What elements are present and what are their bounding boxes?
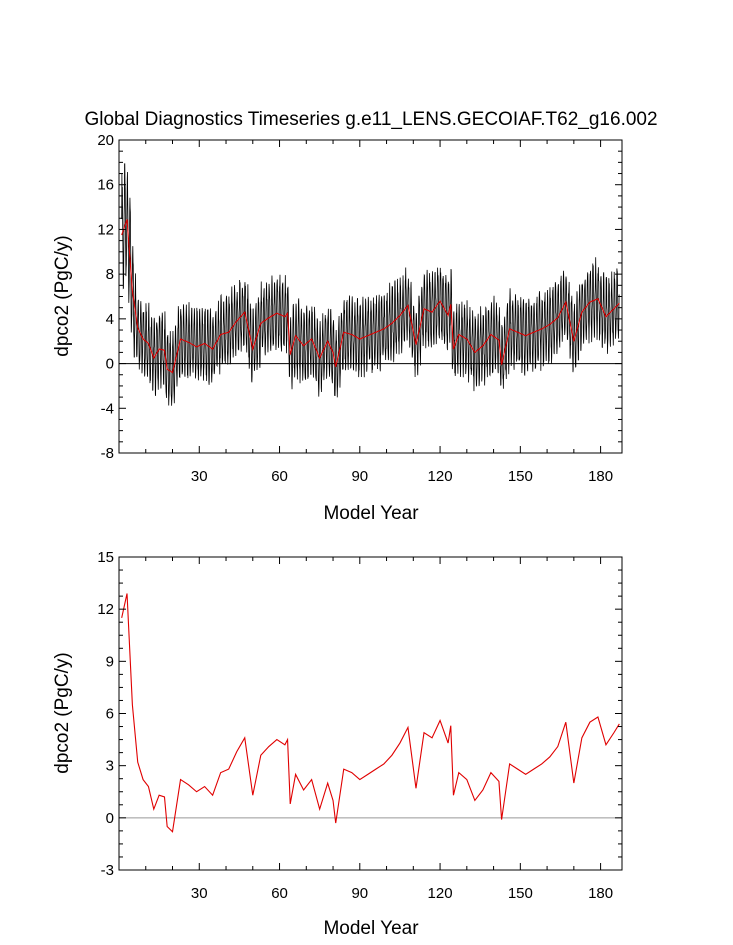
bottom-plot-frame <box>118 556 623 871</box>
y-tick-label: 8 <box>106 266 114 283</box>
bottom-plot-area <box>119 593 622 833</box>
y-tick-label: 3 <box>106 758 114 775</box>
x-tick-label: 120 <box>428 885 453 902</box>
y-tick-label: 4 <box>106 311 114 328</box>
x-tick-label: 60 <box>271 885 288 902</box>
y-tick-label: 12 <box>97 601 114 618</box>
y-tick-label: -8 <box>101 445 114 462</box>
x-tick-label: 180 <box>588 468 613 485</box>
bottom-y-axis-label: dpco2 (PgC/y) <box>52 652 73 773</box>
top-chart-title: Global Diagnostics Timeseries g.e11_LENS… <box>84 109 657 130</box>
x-tick-label: 90 <box>351 885 368 902</box>
bottom-axis-ticks: -3 0 3 6 9 12 15 30 60 90 120 150 180 <box>97 549 622 902</box>
x-tick-label: 90 <box>351 468 368 485</box>
top-panel: Global Diagnostics Timeseries g.e11_LENS… <box>52 109 658 524</box>
y-tick-label: -3 <box>101 862 114 879</box>
monthly-series-line <box>121 163 620 406</box>
top-axis-ticks: -8 -4 0 4 8 12 16 20 30 60 90 120 150 180 <box>97 132 622 485</box>
x-tick-label: 60 <box>271 468 288 485</box>
y-tick-label: 6 <box>106 706 114 723</box>
y-tick-label: -4 <box>101 400 114 417</box>
bottom-panel: -3 0 3 6 9 12 15 30 60 90 120 150 180 Model Year dpc… <box>52 549 623 939</box>
y-tick-label: 0 <box>106 810 114 827</box>
bottom-x-axis-label: Model Year <box>323 918 419 939</box>
top-x-axis-label: Model Year <box>323 503 419 524</box>
top-y-axis-label: dpco2 (PgC/y) <box>52 235 73 356</box>
x-tick-label: 30 <box>191 885 208 902</box>
x-tick-label: 150 <box>508 885 533 902</box>
annual-mean-series-line <box>121 219 620 374</box>
annual-mean-series-line <box>121 593 620 833</box>
top-plot-area <box>119 163 622 406</box>
y-tick-label: 20 <box>97 132 114 149</box>
y-tick-label: 12 <box>97 221 114 238</box>
x-tick-label: 30 <box>191 468 208 485</box>
y-tick-label: 9 <box>106 653 114 670</box>
top-plot-frame <box>118 139 623 454</box>
x-tick-label: 150 <box>508 468 533 485</box>
x-tick-label: 120 <box>428 468 453 485</box>
y-tick-label: 15 <box>97 549 114 566</box>
y-tick-label: 0 <box>106 356 114 373</box>
x-tick-label: 180 <box>588 885 613 902</box>
y-tick-label: 16 <box>97 177 114 194</box>
